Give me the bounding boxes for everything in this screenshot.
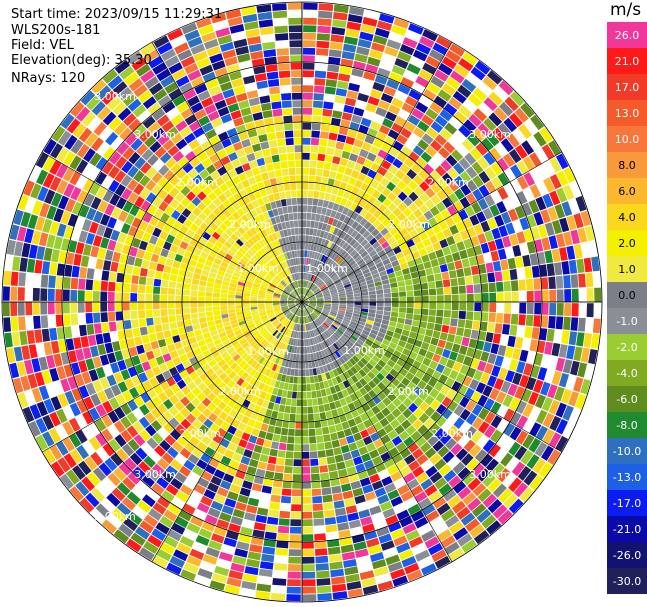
ppi-rays (2, 2, 602, 602)
colorbar-segment (607, 412, 647, 439)
colorbar-segment (607, 256, 647, 283)
colorbar-tick-label: 26.0 (615, 29, 640, 42)
range-label: 3.00km (134, 468, 176, 481)
colorbar-segment (607, 178, 647, 205)
range-label: 2.00km (427, 176, 469, 189)
colorbar-tick-label: -30.0 (613, 575, 641, 588)
azimuth-spoke (42, 151, 303, 303)
range-label: 2.00km (176, 176, 218, 189)
colorbar-segment (607, 516, 647, 543)
colorbar-tick-label: -21.0 (613, 523, 641, 536)
colorbar-tick-label: -6.0 (616, 393, 637, 406)
colorbar-tick-label: 17.0 (615, 81, 640, 94)
range-label: 2.00km (388, 218, 430, 231)
colorbar-segment (607, 152, 647, 179)
colorbar-tick-label: -17.0 (613, 497, 641, 510)
colorbar-tick-label: -2.0 (616, 341, 637, 354)
colorbar-segment (607, 438, 647, 465)
colorbar-segment (607, 308, 647, 335)
range-label: 1.00km (247, 345, 289, 358)
azimuth-spoke (301, 301, 453, 562)
colorbar-segment (607, 490, 647, 517)
colorbar-segment (607, 568, 647, 594)
range-label: 1.00km (306, 262, 348, 275)
instrument-name: WLS200s-181 (11, 23, 101, 38)
colorbar-tick-label: -8.0 (616, 419, 637, 432)
field-text: Field: VEL (11, 38, 74, 53)
colorbar-segment (607, 334, 647, 361)
colorbar-tick-label: -4.0 (616, 367, 637, 380)
colorbar-tick-label: -13.0 (613, 471, 641, 484)
azimuth-spoke (42, 301, 303, 453)
colorbar-segment (607, 230, 647, 257)
colorbar-segment (607, 464, 647, 491)
colorbar-unit: m/s (610, 0, 642, 20)
colorbar-tick-label: -26.0 (613, 549, 641, 562)
colorbar-segment (607, 204, 647, 231)
range-label: 2.00km (219, 385, 261, 398)
colorbar-tick-label: 6.0 (618, 185, 636, 198)
colorbar-tick-label: 1.0 (618, 263, 636, 276)
colorbar-tick-label: 0.0 (618, 289, 636, 302)
colorbar-segment (607, 48, 647, 75)
colorbar-tick-label: -1.0 (616, 315, 637, 328)
azimuth-spoke (301, 42, 453, 303)
colorbar-tick-label: -10.0 (613, 445, 641, 458)
range-label: 3.00km (94, 510, 136, 523)
colorbar-tick-label: 10.0 (615, 133, 640, 146)
range-label: 3.00km (94, 90, 136, 103)
range-label: 1.00km (237, 262, 279, 275)
colorbar-segment (607, 74, 647, 101)
colorbar-tick-label: 2.0 (618, 237, 636, 250)
azimuth-spoke (151, 301, 303, 562)
range-label: 2.00km (431, 427, 473, 440)
colorbar-segment (607, 542, 647, 569)
colorbar-tick-label: 13.0 (615, 107, 640, 120)
range-label: 3.00km (469, 468, 511, 481)
range-label: 3.00km (134, 128, 176, 141)
azimuth-spoke (151, 42, 303, 303)
range-label: 2.00km (387, 385, 429, 398)
nrays-text: NRays: 120 (11, 71, 86, 86)
colorbar-segment (607, 22, 647, 49)
colorbar-segment (607, 126, 647, 153)
colorbar-tick-label: 4.0 (618, 211, 636, 224)
range-label: 3.00km (469, 128, 511, 141)
range-labels: 1.00km 1.00km 1.00km 1.00km 2.00km 2.00km 2.00… (94, 90, 511, 523)
colorbar-segment (607, 282, 647, 309)
range-label: 1.00km (343, 344, 385, 357)
azimuth-spoke (301, 301, 562, 453)
colorbar: 26.0 21.0 17.0 13.0 10.0 8.0 6.0 4.0 2.0 1.0 0.0 -1… (607, 22, 647, 594)
colorbar-segment (607, 360, 647, 387)
range-rings (1, 1, 603, 603)
range-label: 2.00km (229, 218, 271, 231)
colorbar-segment (607, 386, 647, 413)
colorbar-segment (607, 100, 647, 127)
range-label: 2.00km (179, 427, 221, 440)
colorbar-tick-label: 8.0 (618, 159, 636, 172)
azimuth-spoke (301, 151, 562, 303)
colorbar-tick-label: 21.0 (615, 55, 640, 68)
elevation-text: Elevation(deg): 35.30 (11, 53, 152, 68)
start-time-text: Start time: 2023/09/15 11:29:31 (11, 7, 223, 22)
